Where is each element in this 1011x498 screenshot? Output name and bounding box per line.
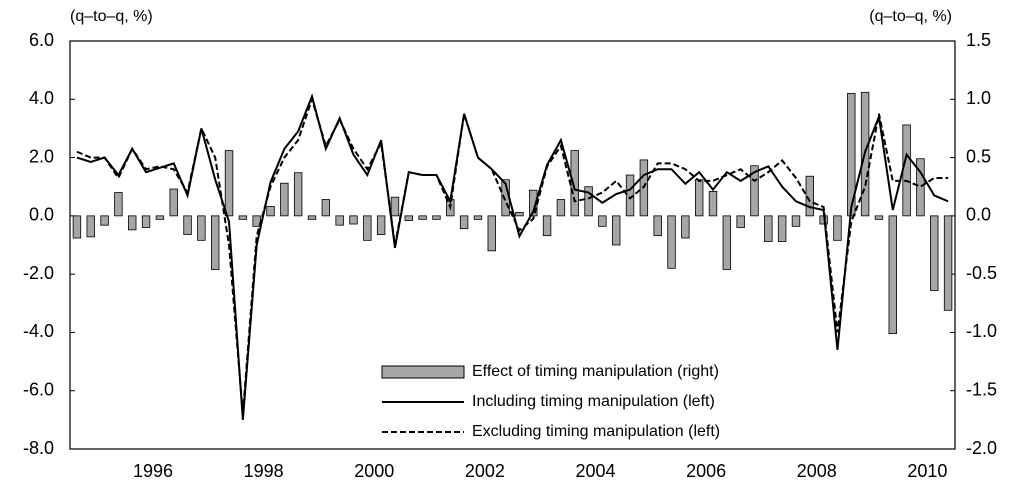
bar xyxy=(515,211,524,217)
line xyxy=(76,95,949,415)
bar xyxy=(238,215,248,220)
bar xyxy=(556,199,566,217)
y-tick-label: 4.0 xyxy=(29,88,54,108)
bar xyxy=(210,215,220,270)
bar xyxy=(293,172,303,217)
bar xyxy=(307,215,317,220)
bar xyxy=(888,215,897,334)
bar xyxy=(943,215,953,311)
bar xyxy=(902,124,911,217)
bar xyxy=(874,215,884,220)
y2-tick-label: -1.0 xyxy=(966,321,997,341)
bar xyxy=(681,215,690,239)
bar xyxy=(86,215,95,238)
bar xyxy=(418,215,427,220)
bar xyxy=(791,215,801,227)
bar xyxy=(266,206,275,217)
y2-axis-label: (q–to–q, %) xyxy=(869,8,952,25)
bar xyxy=(363,215,372,241)
y2-tick-label: -2.0 xyxy=(966,438,997,458)
bar xyxy=(916,158,925,217)
bar xyxy=(625,174,635,217)
bar xyxy=(722,215,732,270)
bar xyxy=(280,182,289,217)
bar xyxy=(349,215,358,225)
y-tick-label: 2.0 xyxy=(29,146,54,166)
bar xyxy=(335,215,344,226)
bar xyxy=(694,179,704,217)
y-tick-label: -4.0 xyxy=(23,321,54,341)
y-axis-label: (q–to–q, %) xyxy=(70,8,153,25)
bar xyxy=(72,215,82,239)
bar xyxy=(224,150,234,217)
bar xyxy=(736,215,745,228)
legend-label: Excluding timing manipulation (left) xyxy=(472,423,720,440)
y2-tick-label: 0.5 xyxy=(966,146,991,166)
bar xyxy=(612,215,621,246)
y-tick-label: -2.0 xyxy=(23,263,54,283)
x-tick-label: 2010 xyxy=(907,461,947,481)
bar xyxy=(584,186,593,217)
bar xyxy=(169,188,178,217)
bar xyxy=(390,196,400,217)
bar xyxy=(833,215,842,241)
x-tick-label: 1996 xyxy=(133,461,173,481)
bar xyxy=(598,215,607,227)
bar xyxy=(473,215,483,220)
bar xyxy=(404,215,413,221)
bar xyxy=(197,215,206,241)
legend-label: Including timing manipulation (left) xyxy=(472,393,715,410)
bar xyxy=(750,165,759,217)
plot-frame xyxy=(69,40,956,450)
bar xyxy=(432,215,441,220)
y2-tick-label: -1.5 xyxy=(966,379,997,399)
bar xyxy=(114,192,123,217)
y-tick-label: -6.0 xyxy=(23,379,54,399)
bar xyxy=(653,215,662,237)
bar xyxy=(183,215,192,235)
bar xyxy=(100,215,109,226)
bar xyxy=(542,215,552,237)
x-tick-label: 2008 xyxy=(797,461,837,481)
y2-tick-label: 1.0 xyxy=(966,88,991,108)
bar xyxy=(321,199,331,217)
legend-label: Effect of timing manipulation (right) xyxy=(472,363,719,380)
bar xyxy=(777,215,787,242)
x-tick-label: 2000 xyxy=(354,461,394,481)
x-tick-label: 1998 xyxy=(244,461,284,481)
x-tick-label: 2002 xyxy=(465,461,505,481)
bar xyxy=(459,215,469,230)
bar xyxy=(930,215,939,291)
y2-tick-label: 1.5 xyxy=(966,30,991,50)
y-tick-label: 0.0 xyxy=(29,205,54,225)
bar xyxy=(487,215,496,252)
legend-swatch xyxy=(381,365,465,379)
bar xyxy=(805,175,815,217)
bar xyxy=(764,215,773,242)
y2-tick-label: 0.0 xyxy=(966,205,991,225)
bar xyxy=(667,215,676,269)
bar xyxy=(155,215,165,220)
y-tick-label: 6.0 xyxy=(29,30,54,50)
x-tick-label: 2004 xyxy=(575,461,615,481)
bar xyxy=(141,215,151,228)
bar xyxy=(128,215,137,231)
x-tick-label: 2006 xyxy=(686,461,726,481)
y2-tick-label: -0.5 xyxy=(966,263,997,283)
bar xyxy=(708,190,718,217)
y-tick-label: -8.0 xyxy=(23,438,54,458)
bar xyxy=(376,215,386,235)
